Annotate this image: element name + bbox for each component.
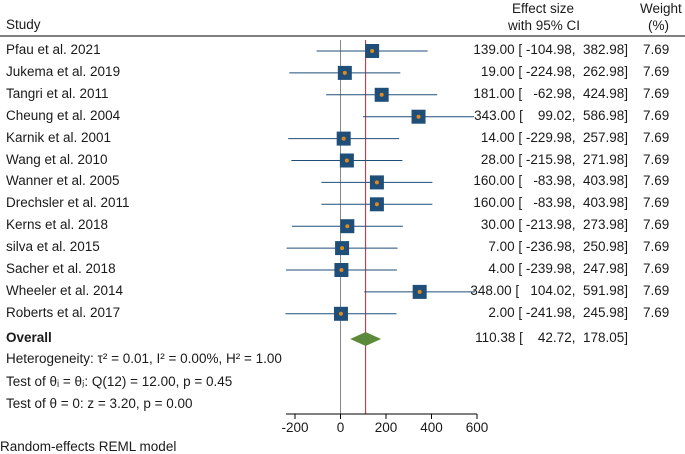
study-ci: 30.00 [ -213.98, 273.98] (480, 217, 628, 233)
study-point (379, 92, 384, 97)
study-point (342, 70, 347, 75)
study-point (370, 49, 375, 53)
model-note: Random-effects REML model (0, 439, 177, 454)
study-weight: 7.69 (643, 107, 670, 123)
weight-header-line1: Weight (640, 1, 682, 16)
study-point (374, 180, 379, 185)
test-theta-i-text: Test of θᵢ = θⱼ: Q(12) = 12.00, p = 0.45 (6, 374, 233, 389)
study-ci: 348.00 [ 104.02, 591.98] (470, 282, 628, 298)
test-theta-0-text: Test of θ = 0: z = 3.20, p = 0.00 (6, 396, 193, 411)
study-name: Wheeler et al. 2014 (6, 282, 124, 298)
study-name: Cheung et al. 2004 (6, 107, 121, 123)
study-point (339, 268, 344, 272)
study-name: Wanner et al. 2005 (6, 173, 120, 189)
overall-ci: 110.38 [ 42.72, 178.05] (475, 330, 628, 345)
study-point (416, 114, 421, 119)
study-ci: 2.00 [ -241.98, 245.98] (488, 304, 628, 320)
study-name: Karnik et al. 2001 (6, 129, 112, 145)
study-name: silva et al. 2015 (6, 239, 100, 255)
study-marks (285, 44, 476, 321)
study-point (344, 158, 349, 163)
study-point (338, 311, 343, 316)
x-tick-label: 600 (465, 420, 489, 435)
study-ci: 343.00 [ 99.02, 586.98] (474, 107, 628, 123)
study-weight: 7.69 (643, 304, 670, 320)
study-name: Roberts et al. 2017 (6, 304, 121, 320)
study-point (417, 289, 422, 294)
study-name: Pfau et al. 2021 (6, 42, 101, 57)
study-ci: 28.00 [ -215.98, 271.98] (480, 151, 628, 167)
study-ci: 4.00 [ -239.98, 247.98] (488, 261, 628, 276)
study-column-header: Study (6, 17, 41, 32)
x-tick-label: 400 (420, 420, 443, 435)
study-name: Sacher et al. 2018 (6, 261, 116, 276)
study-weight: 7.69 (643, 151, 670, 167)
x-axis-ticks (294, 414, 478, 419)
study-name: Kerns et al. 2018 (6, 217, 109, 233)
x-tick-label: 0 (336, 420, 345, 435)
study-weight: 7.69 (643, 63, 670, 79)
study-point (340, 246, 345, 251)
study-weight: 7.69 (643, 261, 670, 276)
study-point (374, 202, 379, 207)
x-tick-label: 200 (374, 420, 398, 435)
study-name: Wang et al. 2010 (6, 151, 108, 167)
study-point (341, 136, 346, 141)
study-ci: 7.00 [ -236.98, 250.98] (488, 239, 628, 255)
study-weight: 7.69 (643, 217, 670, 233)
study-ci: 14.00 [ -229.98, 257.98] (480, 129, 628, 145)
study-point (345, 224, 350, 229)
effect-size-header-line2: with 95% CI (508, 18, 581, 33)
study-ci: 139.00 [ -104.98, 382.98] (473, 42, 628, 57)
study-name: Drechsler et al. 2011 (6, 195, 130, 211)
study-weight: 7.69 (643, 42, 670, 57)
study-ci: 181.00 [ -62.98, 424.98] (473, 85, 628, 101)
study-weight: 7.69 (643, 129, 670, 145)
effect-size-header-line1: Effect size (512, 1, 575, 16)
heterogeneity-text: Heterogeneity: τ² = 0.01, I² = 0.00%, H²… (6, 351, 282, 366)
study-ci: 160.00 [ -83.98, 403.98] (473, 195, 628, 211)
weight-header-line2: (%) (648, 18, 669, 33)
study-weight: 7.69 (643, 239, 670, 255)
overall-label: Overall (6, 330, 52, 345)
overall-diamond (350, 332, 382, 346)
study-name: Tangri et al. 2011 (6, 85, 109, 101)
study-ci: 19.00 [ -224.98, 262.98] (480, 63, 628, 79)
study-weight: 7.69 (643, 195, 670, 211)
study-weight: 7.69 (643, 282, 670, 298)
study-ci: 160.00 [ -83.98, 403.98] (473, 173, 628, 189)
study-weight: 7.69 (643, 173, 670, 189)
study-name: Jukema et al. 2019 (6, 63, 121, 79)
x-tick-label: -200 (281, 420, 309, 435)
study-weight: 7.69 (643, 85, 670, 101)
